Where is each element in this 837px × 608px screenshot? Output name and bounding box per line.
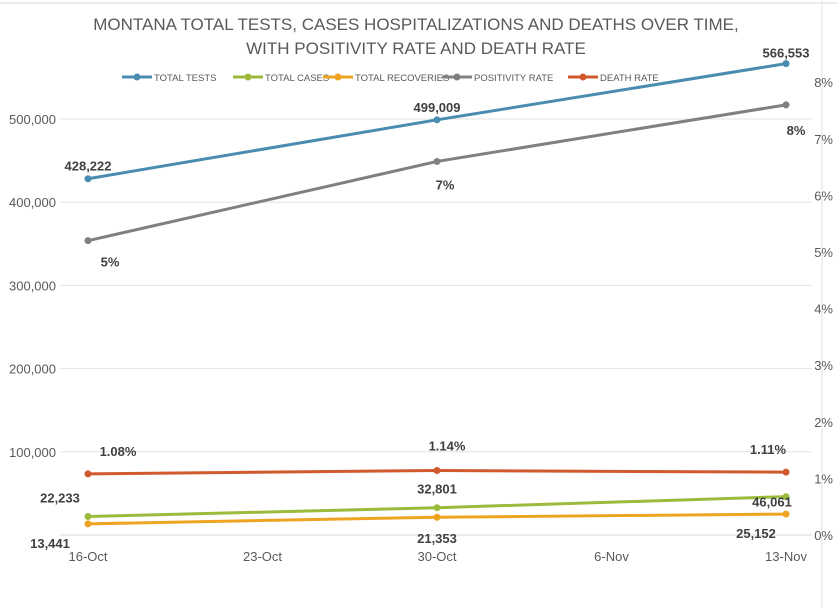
y-right-tick: 7% — [814, 132, 833, 147]
y-left-tick: 200,000 — [9, 362, 56, 377]
data-point — [433, 116, 441, 124]
data-label: 8% — [787, 123, 806, 138]
data-point — [782, 60, 790, 68]
y-right-tick: 6% — [814, 188, 833, 203]
x-tick: 16-Oct — [68, 549, 107, 564]
data-point — [782, 101, 790, 109]
legend-marker — [244, 73, 252, 81]
y-right-tick: 8% — [814, 75, 833, 90]
y-right-tick: 5% — [814, 245, 833, 260]
x-tick: 23-Oct — [243, 549, 282, 564]
y-right-tick: 2% — [814, 415, 833, 430]
x-tick: 30-Oct — [417, 549, 456, 564]
data-point — [782, 493, 790, 501]
legend-label: TOTAL RECOVERIES — [355, 73, 449, 84]
gridlines — [60, 118, 812, 536]
y-left-tick: 400,000 — [9, 195, 56, 210]
y-right-tick: 1% — [814, 471, 833, 486]
y-left-tick: 100,000 — [9, 445, 56, 460]
data-label: 5% — [101, 255, 120, 270]
chart-title: MONTANA TOTAL TESTS, CASES HOSPITALIZATI… — [93, 15, 739, 34]
axes: 100,000 200,000 300,000 400,000 500,000 0% 1% 2… — [9, 75, 833, 564]
y-right-tick: 3% — [814, 358, 833, 373]
data-label: 428,222 — [65, 159, 112, 174]
data-label: 46,061 — [752, 495, 792, 510]
data-label: 1.14% — [429, 438, 466, 453]
data-point — [782, 510, 790, 518]
data-point — [84, 470, 92, 478]
data-label: 13,441 — [30, 536, 70, 551]
data-label: 32,801 — [417, 482, 457, 497]
legend-marker — [133, 73, 141, 81]
data-point — [84, 513, 92, 521]
y-right-tick: 0% — [814, 528, 833, 543]
data-point — [84, 175, 92, 183]
data-point — [84, 520, 92, 528]
legend-label: TOTAL CASES — [265, 73, 329, 84]
legend-label: POSITIVITY RATE — [474, 73, 553, 84]
y-left-tick: 300,000 — [9, 278, 56, 293]
legend-marker — [334, 73, 342, 81]
data-label: 1.08% — [100, 444, 137, 459]
data-label: 1.11% — [750, 442, 787, 457]
data-label: 21,353 — [417, 531, 457, 546]
legend-marker — [453, 73, 461, 81]
legend-label: DEATH RATE — [600, 73, 659, 84]
data-point — [433, 466, 441, 474]
x-tick: 13-Nov — [765, 549, 807, 564]
data-labels: 428,222 499,009 566,553 22,233 32,801 46,061 1… — [30, 46, 809, 551]
data-point — [433, 513, 441, 521]
data-point — [84, 237, 92, 245]
data-label: 566,553 — [763, 46, 810, 61]
data-point — [433, 157, 441, 165]
legend: TOTAL TESTS TOTAL CASES TOTAL RECOVERIES PO… — [122, 73, 659, 84]
y-left-tick: 500,000 — [9, 112, 56, 127]
data-point — [433, 504, 441, 512]
data-label: 25,152 — [736, 526, 776, 541]
data-label: 7% — [436, 177, 455, 192]
legend-marker — [579, 73, 587, 81]
legend-label: TOTAL TESTS — [154, 73, 216, 84]
data-label: 499,009 — [414, 100, 461, 115]
series-line-positivity-rate — [86, 103, 788, 243]
data-label: 22,233 — [40, 491, 80, 506]
chart-subtitle: WITH POSITIVITY RATE AND DEATH RATE — [246, 39, 586, 58]
y-right-tick: 4% — [814, 302, 833, 317]
data-point — [782, 468, 790, 476]
x-tick: 6-Nov — [594, 549, 629, 564]
series-lines — [84, 60, 790, 528]
